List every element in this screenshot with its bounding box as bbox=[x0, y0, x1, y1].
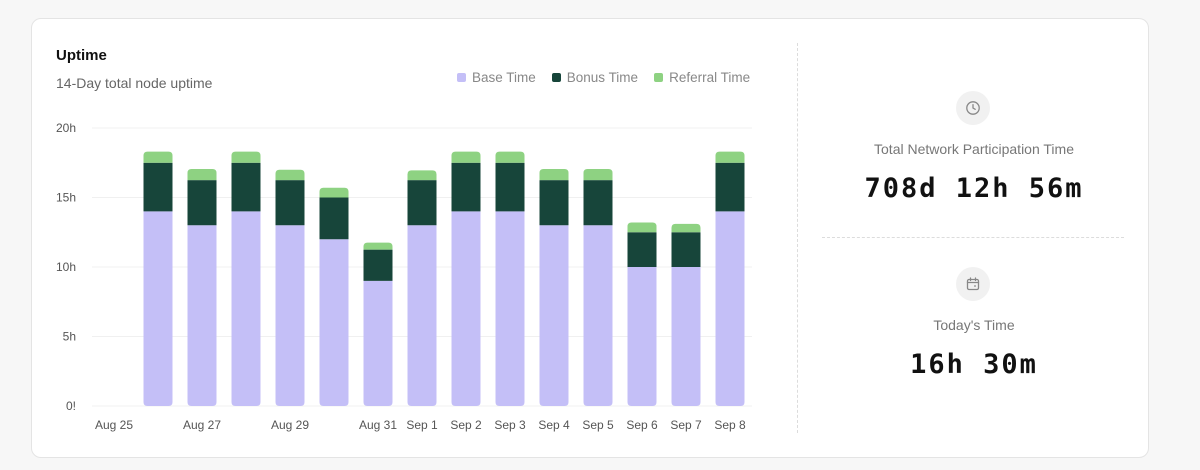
bar-segment-base-time bbox=[539, 225, 569, 406]
chart-legend: Base Time Bonus Time Referral Time bbox=[457, 70, 750, 85]
bar-segment-referral-time bbox=[715, 151, 745, 163]
bar-segment-referral-time bbox=[539, 169, 569, 181]
bar-segment-referral-time bbox=[187, 169, 217, 181]
x-tick-label: Sep 5 bbox=[582, 418, 614, 432]
bar-segment-referral-time bbox=[407, 170, 437, 181]
today-time-value: 16h 30m bbox=[910, 349, 1038, 380]
bar-segment-bonus-time bbox=[495, 162, 525, 212]
bar-segment-referral-time bbox=[363, 242, 393, 250]
legend-item-bonus[interactable]: Bonus Time bbox=[551, 70, 639, 85]
total-participation-label: Total Network Participation Time bbox=[874, 141, 1074, 157]
x-tick-label: Sep 7 bbox=[670, 418, 702, 432]
y-tick-label: 15h bbox=[56, 191, 76, 205]
y-tick-label: 10h bbox=[56, 260, 76, 274]
card-title: Uptime bbox=[56, 47, 107, 64]
bar-segment-referral-time bbox=[143, 151, 173, 163]
bar-segment-base-time bbox=[319, 239, 349, 406]
bar-segment-bonus-time bbox=[143, 162, 173, 212]
section-divider-vertical bbox=[797, 43, 798, 433]
x-tick-label: Sep 2 bbox=[450, 418, 482, 432]
bar-segment-referral-time bbox=[231, 151, 261, 163]
bar-segment-base-time bbox=[143, 211, 173, 406]
bar-segment-bonus-time bbox=[583, 180, 613, 226]
legend-label-base: Base Time bbox=[472, 70, 536, 85]
x-tick-label: Sep 6 bbox=[626, 418, 658, 432]
clock-icon bbox=[956, 91, 990, 125]
bar-segment-base-time bbox=[627, 267, 657, 406]
bar-segment-base-time bbox=[451, 211, 481, 406]
bar-segment-bonus-time bbox=[715, 162, 745, 212]
legend-swatch-referral bbox=[654, 73, 664, 82]
y-tick-label: 5h bbox=[63, 330, 76, 344]
uptime-card: Uptime 14-Day total node uptime Base Tim… bbox=[31, 18, 1149, 458]
legend-item-base[interactable]: Base Time bbox=[457, 70, 536, 85]
x-tick-label: Aug 25 bbox=[95, 418, 133, 432]
legend-swatch-bonus bbox=[551, 73, 561, 82]
bar-segment-bonus-time bbox=[231, 162, 261, 212]
bar-segment-bonus-time bbox=[627, 232, 657, 267]
bar-segment-base-time bbox=[231, 211, 261, 406]
x-tick-label: Sep 3 bbox=[494, 418, 526, 432]
bar-segment-base-time bbox=[187, 225, 217, 406]
bar-segment-base-time bbox=[363, 280, 393, 406]
bar-segment-referral-time bbox=[495, 151, 525, 163]
bar-segment-bonus-time bbox=[407, 180, 437, 226]
calendar-icon bbox=[956, 267, 990, 301]
x-tick-label: Aug 29 bbox=[271, 418, 309, 432]
bar-segment-bonus-time bbox=[671, 232, 701, 267]
bar-segment-referral-time bbox=[583, 169, 613, 181]
legend-label-bonus: Bonus Time bbox=[566, 70, 639, 85]
bar-segment-referral-time bbox=[319, 187, 349, 198]
x-tick-label: Sep 1 bbox=[406, 418, 438, 432]
legend-label-referral: Referral Time bbox=[669, 70, 751, 85]
total-participation-value: 708d 12h 56m bbox=[864, 173, 1084, 204]
card-subtitle: 14-Day total node uptime bbox=[56, 75, 213, 91]
bar-segment-referral-time bbox=[451, 151, 481, 163]
uptime-bar-chart: 0! 5h 10h 15h 20h Aug 25 Aug 27 Aug 29 Aug 31 Sep… bbox=[56, 121, 752, 432]
bar-segment-base-time bbox=[407, 225, 437, 406]
bar-segment-referral-time bbox=[275, 169, 305, 181]
bar-segment-bonus-time bbox=[187, 180, 217, 226]
x-tick-label: Sep 8 bbox=[714, 418, 746, 432]
bar-segment-referral-time bbox=[627, 222, 657, 233]
bar-segment-bonus-time bbox=[275, 180, 305, 226]
bar-segment-bonus-time bbox=[319, 197, 349, 240]
bar-segment-bonus-time bbox=[539, 180, 569, 226]
x-tick-label: Sep 4 bbox=[538, 418, 570, 432]
legend-swatch-base bbox=[457, 73, 466, 82]
bar-segment-base-time bbox=[671, 267, 701, 406]
bar-segment-base-time bbox=[495, 211, 525, 406]
bar-segment-base-time bbox=[275, 225, 305, 406]
bar-segment-referral-time bbox=[671, 223, 701, 233]
y-tick-label: 0! bbox=[66, 399, 76, 413]
x-tick-label: Aug 27 bbox=[183, 418, 221, 432]
bar-segment-bonus-time bbox=[451, 162, 481, 212]
today-time-label: Today's Time bbox=[933, 317, 1015, 333]
bar-segment-base-time bbox=[583, 225, 613, 406]
section-divider-horizontal bbox=[822, 237, 1124, 238]
bar-segment-bonus-time bbox=[363, 249, 393, 281]
legend-item-referral[interactable]: Referral Time bbox=[654, 70, 750, 85]
bar-segment-base-time bbox=[715, 211, 745, 406]
x-tick-label: Aug 31 bbox=[359, 418, 397, 432]
y-tick-label: 20h bbox=[56, 121, 76, 135]
